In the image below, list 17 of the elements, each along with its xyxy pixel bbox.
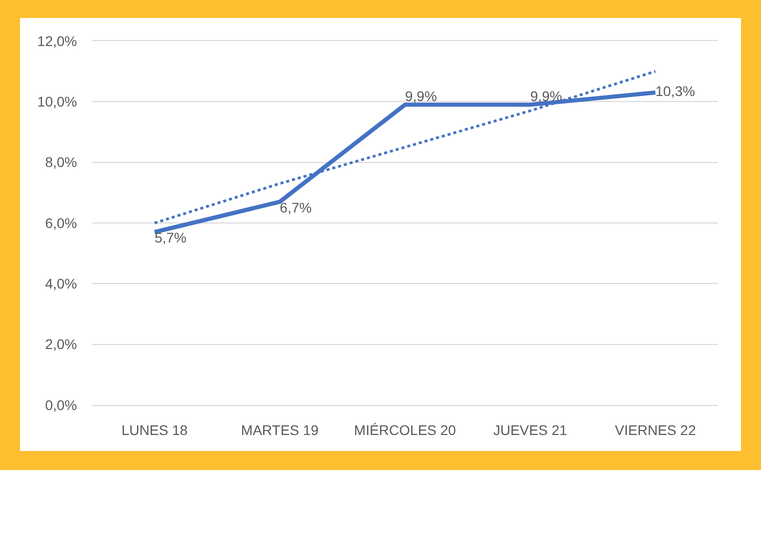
y-tick-label: 4,0% [45, 276, 77, 292]
data-label: 6,7% [280, 199, 312, 216]
x-tick-label: MIÉRCOLES 20 [354, 422, 456, 438]
y-tick-label: 0,0% [45, 396, 77, 413]
y-tick-label: 2,0% [45, 336, 77, 352]
x-tick-label: LUNES 18 [122, 422, 188, 438]
y-tick-label: 10,0% [37, 94, 77, 110]
x-tick-label: JUEVES 21 [493, 422, 568, 438]
data-label: 9,9% [405, 88, 437, 104]
data-label: 5,7% [154, 230, 187, 246]
x-tick-label: VIERNES 22 [614, 422, 696, 438]
y-tick-label: 6,0% [45, 214, 77, 231]
x-tick-label: MARTES 19 [241, 422, 319, 438]
y-tick-label: 12,0% [37, 32, 77, 49]
data-label: 10,3% [655, 83, 696, 100]
y-tick-label: 8,0% [45, 154, 77, 170]
data-label: 9,9% [530, 88, 562, 104]
